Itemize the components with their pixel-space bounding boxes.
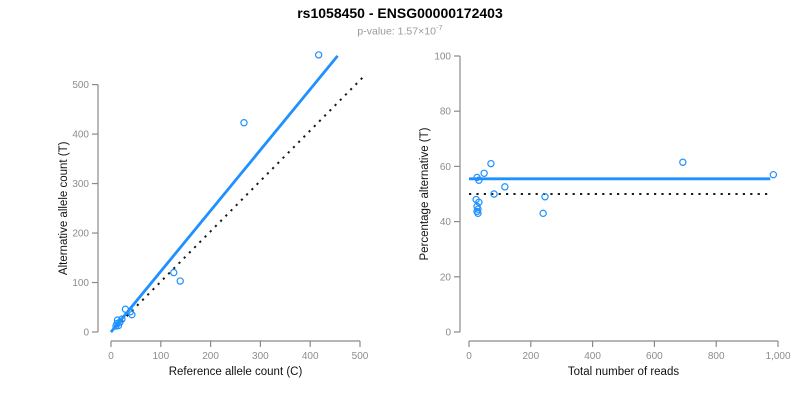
- data-point: [240, 118, 248, 127]
- data-point: [176, 277, 184, 285]
- data-point: [679, 158, 687, 166]
- x-tick-label: 400: [584, 351, 601, 362]
- data-point: [475, 198, 483, 206]
- data-point: [541, 193, 549, 201]
- x-tick-label: 100: [152, 351, 169, 362]
- data-point: [769, 170, 778, 179]
- x-axis-label: Reference allele count (C): [169, 366, 303, 378]
- y-tick-label: 500: [72, 80, 89, 91]
- y-tick-label: 20: [440, 272, 452, 283]
- x-tick-label: 0: [108, 351, 114, 362]
- identity-line: [110, 76, 364, 333]
- y-tick-label: 0: [83, 328, 89, 339]
- y-tick-label: 40: [440, 217, 452, 228]
- x-tick-label: 500: [352, 351, 369, 362]
- y-tick-label: 100: [72, 278, 89, 289]
- x-axis-label: Total number of reads: [568, 366, 679, 378]
- data-point: [314, 51, 323, 59]
- right-scatter-plot: 0 20 40 60 80 100 0 200 400 600 800 1,000 Total numb…: [419, 52, 791, 379]
- y-axis-label: Percentage alternative (T): [419, 127, 431, 260]
- x-tick-label: 400: [302, 351, 319, 362]
- data-point: [490, 190, 498, 198]
- y-tick-label: 60: [440, 162, 452, 173]
- data-point: [474, 205, 482, 213]
- pvalue-text: p-value: 1.57×10: [357, 25, 436, 38]
- y-tick-label: 80: [440, 107, 452, 118]
- y-axis-label: Alternative allele count (T): [58, 141, 70, 275]
- fit-line: [109, 55, 339, 333]
- data-point: [170, 268, 178, 277]
- data-point: [539, 209, 547, 218]
- data-point: [501, 183, 509, 191]
- data-point: [475, 176, 483, 184]
- y-tick-label: 100: [434, 52, 451, 63]
- y-tick-label: 0: [445, 328, 451, 339]
- x-tick-label: 800: [708, 351, 725, 362]
- x-tick-label: 300: [252, 351, 269, 362]
- x-tick-label: 200: [202, 351, 219, 362]
- x-tick-label: 600: [646, 351, 663, 362]
- figure-title: rs1058450 - ENSG00000172403: [297, 5, 503, 21]
- x-tick-label: 1,000: [765, 351, 790, 362]
- x-tick-label: 0: [466, 351, 472, 362]
- figure-subtitle: p-value: 1.57×10-7: [0, 23, 800, 38]
- left-scatter-plot: 0 100 200 300 400 500 0 100 200 300 400 500 Referenc…: [58, 51, 369, 378]
- x-tick-label: 200: [522, 351, 539, 362]
- y-tick-label: 200: [72, 229, 89, 240]
- data-point: [480, 169, 488, 177]
- data-point: [128, 310, 136, 319]
- data-point: [118, 315, 126, 323]
- y-tick-label: 400: [72, 130, 89, 141]
- y-tick-label: 300: [72, 179, 89, 190]
- pvalue-exponent: -7: [435, 23, 443, 32]
- data-point: [114, 321, 123, 330]
- data-point: [487, 159, 495, 168]
- data-point: [474, 209, 482, 218]
